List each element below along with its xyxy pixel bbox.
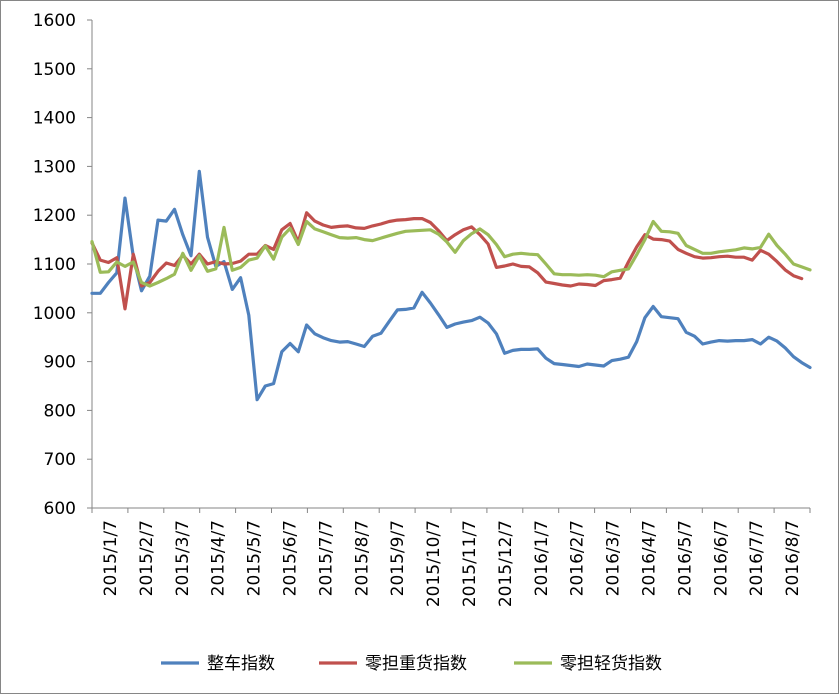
series-line-1 — [90, 169, 812, 402]
x-tick-label: 2016/3/7 — [604, 520, 624, 596]
y-tick-label: 1100 — [33, 255, 76, 275]
series-line-3 — [90, 219, 812, 288]
x-tick-label: 2015/5/7 — [245, 520, 265, 596]
legend: 整车指数 零担重货指数 零担轻货指数 — [161, 654, 662, 674]
y-tick-label: 1200 — [33, 206, 76, 226]
x-tick-label: 2015/3/7 — [173, 520, 193, 596]
x-tick-label: 2016/6/7 — [711, 520, 731, 596]
y-tick-label: 1500 — [33, 60, 76, 80]
legend-label-1: 整车指数 — [207, 654, 275, 674]
y-tick-label: 700 — [44, 450, 76, 470]
series-lines — [90, 169, 812, 402]
x-tick-label: 2015/8/7 — [352, 520, 372, 596]
x-tick-label: 2015/11/7 — [460, 520, 480, 607]
x-tick-label: 2016/4/7 — [639, 520, 659, 596]
x-tick-label: 2016/8/7 — [783, 520, 803, 596]
y-axis-ticks: 600 700 800 900 1000 1100 1200 1300 1400 1500 1600 — [33, 11, 92, 519]
y-tick-label: 800 — [44, 401, 76, 421]
x-axis-ticks: 2015/1/7 2015/2/7 2015/3/7 2015/4/7 2015/5/7… — [91, 508, 811, 607]
y-tick-label: 600 — [44, 499, 76, 519]
x-tick-label: 2015/6/7 — [280, 520, 300, 596]
x-tick-label: 2016/5/7 — [675, 520, 695, 596]
x-tick-label: 2015/4/7 — [209, 520, 229, 596]
y-tick-label: 1600 — [33, 11, 76, 31]
legend-label-2: 零担重货指数 — [365, 654, 467, 674]
y-tick-label: 900 — [44, 353, 76, 373]
legend-label-3: 零担轻货指数 — [560, 654, 662, 674]
series-line-2 — [90, 211, 804, 311]
y-tick-label: 1300 — [33, 157, 76, 177]
x-tick-label: 2016/2/7 — [568, 520, 588, 596]
x-tick-label: 2016/1/7 — [532, 520, 552, 596]
x-tick-label: 2016/7/7 — [747, 520, 767, 596]
y-tick-label: 1000 — [33, 304, 76, 324]
x-tick-label: 2015/12/7 — [496, 520, 516, 607]
y-tick-label: 1400 — [33, 109, 76, 129]
x-tick-label: 2015/1/7 — [101, 520, 121, 596]
x-tick-label: 2015/9/7 — [388, 520, 408, 596]
x-tick-label: 2015/7/7 — [316, 520, 336, 596]
x-tick-label: 2015/10/7 — [424, 520, 444, 607]
x-tick-label: 2015/2/7 — [137, 520, 157, 596]
